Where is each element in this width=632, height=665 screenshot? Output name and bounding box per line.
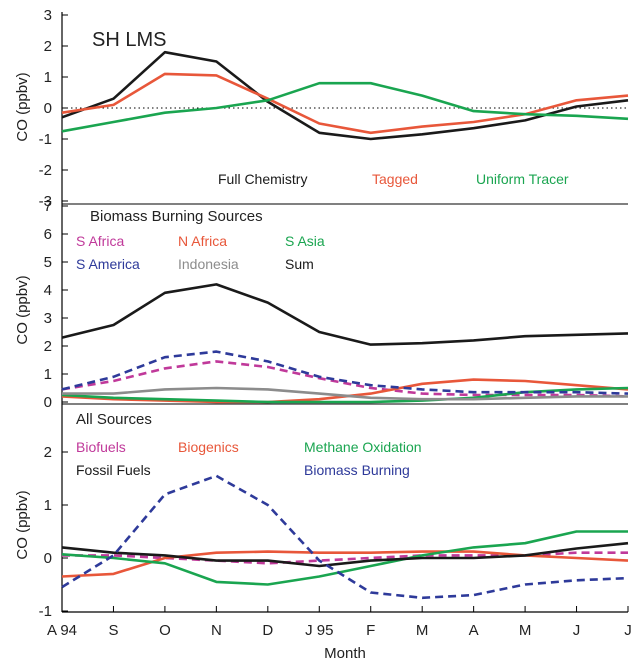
- series-line-full-chemistry: [61, 50, 629, 141]
- y-tick-label: -3: [39, 193, 52, 210]
- series-line-uniform-tracer: [61, 81, 629, 133]
- y-tick-label: 2: [44, 444, 52, 461]
- series-line-biogenics: [61, 550, 629, 578]
- legend-entry: Biomass Burning: [304, 462, 410, 478]
- legend-entry: S Asia: [285, 233, 325, 249]
- x-tick-label: S: [108, 622, 118, 639]
- y-tick-label: 0: [44, 100, 52, 117]
- legend-entry: Full Chemistry: [218, 171, 307, 187]
- panel-title: All Sources: [76, 411, 152, 428]
- y-tick-label: 1: [44, 366, 52, 383]
- y-tick-label: 0: [44, 394, 52, 411]
- y-tick-label: 0: [44, 550, 52, 567]
- x-tick-label: A 94: [47, 622, 77, 639]
- x-tick-label: M: [519, 622, 532, 639]
- legend-entry: Tagged: [372, 171, 418, 187]
- x-tick-label: J: [573, 622, 581, 639]
- panel-title: Biomass Burning Sources: [90, 208, 263, 225]
- y-tick-label: 6: [44, 226, 52, 243]
- y-tick-label: -1: [39, 131, 52, 148]
- legend-entry: Biogenics: [178, 439, 239, 455]
- y-axis-label: CO (ppbv): [14, 490, 31, 559]
- y-tick-label: 3: [44, 7, 52, 24]
- x-tick-label: O: [159, 622, 171, 639]
- series-line-tagged: [61, 72, 629, 135]
- series-line-sum: [61, 283, 629, 346]
- y-axis-label: CO (ppbv): [14, 275, 31, 344]
- y-tick-label: 1: [44, 69, 52, 86]
- legend-entry: N Africa: [178, 233, 227, 249]
- panel-2: 7 6 5 4 3 2 1 0 CO (ppbv) Biomass Burning Sources…: [14, 198, 629, 411]
- x-tick-label: A: [469, 622, 479, 639]
- y-tick-label: 7: [44, 198, 52, 215]
- legend-entry: Methane Oxidation: [304, 439, 422, 455]
- y-tick-label: 5: [44, 254, 52, 271]
- series-line-s-america: [61, 350, 629, 395]
- y-tick-label: 1: [44, 497, 52, 514]
- x-tick-label: N: [211, 622, 222, 639]
- series-line-fossil-fuels: [61, 541, 629, 568]
- legend-entry: Indonesia: [178, 256, 239, 272]
- x-tick-label: J: [624, 622, 632, 639]
- panel-1: 3 2 1 0 -1 -2 -3 CO (ppbv) SH LMS Full Chemistry T…: [14, 7, 629, 210]
- y-tick-label: 4: [44, 282, 52, 299]
- x-axis-label: Month: [324, 645, 366, 662]
- y-tick-label: -2: [39, 162, 52, 179]
- x-tick-label: J 95: [305, 622, 333, 639]
- y-axis-label: CO (ppbv): [14, 72, 31, 141]
- y-tick-label: -1: [39, 603, 52, 620]
- legend-entry: S Africa: [76, 233, 124, 249]
- panel-3: 2 1 0 -1 CO (ppbv) All Sources Biofuels Biogeni…: [14, 411, 629, 620]
- panel-title: SH LMS: [92, 29, 166, 51]
- series-line-methane-oxidation: [61, 530, 628, 586]
- legend-entry: Sum: [285, 256, 314, 272]
- series-line-biomass-burning: [61, 474, 629, 600]
- x-tick-label: D: [262, 622, 273, 639]
- x-tick-label: F: [366, 622, 375, 639]
- legend-entry: Biofuels: [76, 439, 126, 455]
- legend-entry: Uniform Tracer: [476, 171, 569, 187]
- series-line-s-africa: [61, 360, 629, 398]
- y-tick-label: 2: [44, 38, 52, 55]
- legend-entry: Fossil Fuels: [76, 462, 151, 478]
- y-tick-label: 3: [44, 310, 52, 327]
- x-tick-label: M: [416, 622, 429, 639]
- legend-entry: S America: [76, 256, 140, 272]
- y-tick-label: 2: [44, 338, 52, 355]
- series-line-indonesia: [62, 386, 628, 401]
